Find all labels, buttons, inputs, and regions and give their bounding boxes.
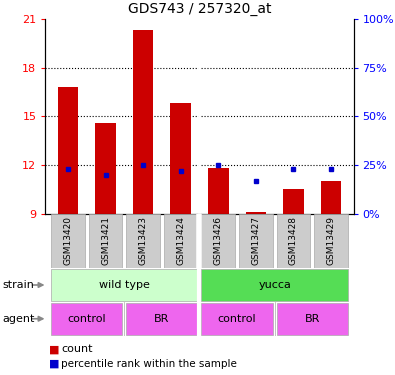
Bar	[201, 269, 348, 301]
Text: BR: BR	[154, 314, 169, 324]
Bar	[314, 214, 348, 268]
Text: GSM13421: GSM13421	[101, 216, 110, 266]
Text: GSM13423: GSM13423	[139, 216, 148, 266]
Bar	[239, 214, 273, 268]
Bar	[283, 189, 304, 214]
Text: GSM13424: GSM13424	[176, 216, 185, 266]
Text: GSM13429: GSM13429	[327, 216, 335, 266]
Text: ■: ■	[49, 345, 60, 354]
Text: GSM13427: GSM13427	[251, 216, 260, 266]
Title: GDS743 / 257320_at: GDS743 / 257320_at	[128, 2, 271, 16]
Text: ■: ■	[49, 359, 60, 369]
Bar	[58, 87, 78, 214]
Bar	[170, 103, 191, 214]
Text: BR: BR	[305, 314, 320, 324]
Text: GSM13420: GSM13420	[64, 216, 72, 266]
Bar	[201, 303, 273, 335]
Bar	[164, 214, 198, 268]
Bar	[51, 214, 85, 268]
Bar	[51, 303, 122, 335]
Bar	[133, 30, 153, 214]
Bar	[276, 214, 310, 268]
Bar	[208, 168, 229, 214]
Text: wild type: wild type	[99, 280, 150, 290]
Bar	[201, 214, 235, 268]
Text: strain: strain	[2, 280, 34, 290]
Bar	[95, 123, 116, 214]
Bar	[126, 214, 160, 268]
Text: control: control	[218, 314, 256, 324]
Text: GSM13426: GSM13426	[214, 216, 223, 266]
Text: yucca: yucca	[258, 280, 291, 290]
Bar	[321, 181, 341, 214]
Bar	[126, 303, 198, 335]
Text: GSM13428: GSM13428	[289, 216, 298, 266]
Bar	[246, 212, 266, 214]
Text: count: count	[61, 345, 93, 354]
Bar	[51, 269, 198, 301]
Text: agent: agent	[2, 314, 34, 324]
Text: percentile rank within the sample: percentile rank within the sample	[61, 359, 237, 369]
Bar	[276, 303, 348, 335]
Bar	[88, 214, 122, 268]
Text: control: control	[68, 314, 106, 324]
